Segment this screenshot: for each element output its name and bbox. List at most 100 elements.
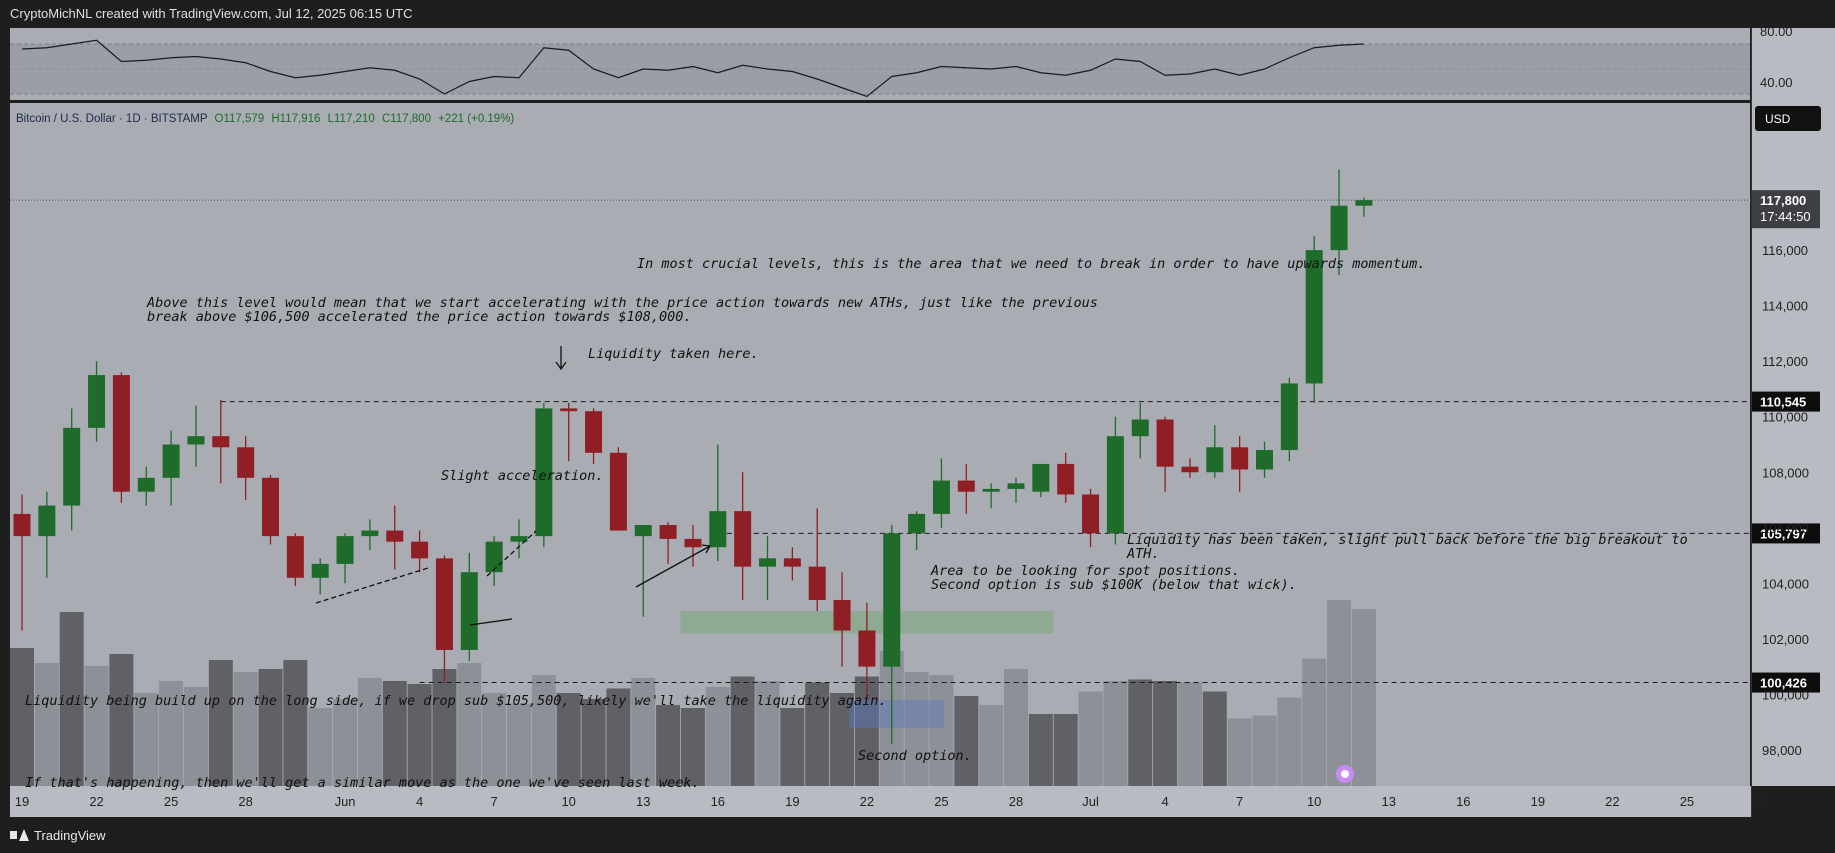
- volume-bar: [1153, 681, 1178, 786]
- footer-brand: TradingView: [34, 827, 106, 843]
- candle-body: [460, 572, 478, 650]
- time-tick-label: 10: [561, 794, 575, 809]
- candle-body: [237, 447, 255, 478]
- trend-line-1: [315, 567, 429, 604]
- level-tag: [1752, 391, 1820, 412]
- candle-body: [1007, 483, 1025, 489]
- candle-body: [510, 536, 528, 542]
- annotation-pullback-line1: Liquidity has been taken, slight pull ba…: [1127, 532, 1688, 548]
- candle-body: [1106, 436, 1124, 534]
- volume-bar: [183, 687, 208, 786]
- volume-bar: [1053, 714, 1078, 786]
- time-tick-label: 10: [1307, 794, 1321, 809]
- candle-body: [1156, 419, 1174, 467]
- volume-bar: [1202, 691, 1227, 786]
- tradingview-logo-icon: [10, 829, 30, 841]
- candle-body: [759, 558, 776, 567]
- time-tick-label: 13: [1382, 794, 1396, 809]
- candle-body: [1082, 494, 1100, 534]
- volume-bar: [432, 669, 457, 786]
- candle-body: [1305, 250, 1323, 384]
- time-tick-label: 16: [711, 794, 725, 809]
- volume-bar: [1227, 718, 1252, 786]
- volume-bar: [780, 708, 805, 786]
- candle-body: [709, 511, 727, 548]
- volume-bar: [954, 696, 979, 786]
- rsi-tick-40: 40.00: [1760, 75, 1793, 90]
- arrow-to-level: [635, 544, 712, 588]
- candle-body: [1231, 447, 1249, 470]
- candle-body: [908, 513, 926, 534]
- last-price-label: 117,800: [1760, 193, 1806, 208]
- volume-bar: [631, 678, 656, 786]
- candle-body: [609, 452, 627, 531]
- symbol-name: Bitcoin / U.S. Dollar · 1D · BITSTAMP: [16, 113, 208, 125]
- candle-body: [883, 533, 901, 667]
- volume-bar: [159, 681, 184, 786]
- time-tick-label: 19: [15, 794, 29, 809]
- candle-body: [1057, 463, 1075, 495]
- left-edge: [0, 28, 10, 817]
- rsi-tick-80: 80.00: [1760, 28, 1793, 39]
- candle-body: [1280, 383, 1298, 451]
- volume-bar: [656, 705, 681, 786]
- time-tick-label: 13: [636, 794, 650, 809]
- annotation-ath-line1: Above this level would mean that we star…: [146, 295, 1098, 311]
- candle-body: [1181, 466, 1199, 473]
- volume-bar: [1177, 682, 1202, 786]
- annotation-spot-line1: Area to be looking for spot positions.: [930, 563, 1240, 579]
- time-tick-label: 22: [1605, 794, 1619, 809]
- ohlc-high: H117,916: [271, 113, 320, 125]
- time-tick-label: Jun: [335, 794, 356, 809]
- annotation-long-liquidity: Liquidity being build up on the long sid…: [25, 693, 887, 709]
- candle-body: [361, 530, 379, 537]
- time-tick-label: 16: [1456, 794, 1470, 809]
- candle-body: [336, 536, 354, 564]
- annotation-liquidity-taken: Liquidity taken here.: [588, 346, 759, 362]
- price-tick-label: 106,000: [1762, 521, 1809, 536]
- candle-body: [734, 511, 752, 567]
- pointer-line: [469, 618, 513, 626]
- candle-body: [13, 513, 31, 537]
- time-tick-label: 4: [416, 794, 423, 809]
- price-tick-label: 108,000: [1762, 465, 1809, 480]
- candle-body: [982, 488, 1000, 492]
- candle-body: [858, 630, 876, 667]
- candle-body: [311, 563, 329, 578]
- volume-bar: [581, 699, 606, 786]
- candle-body: [957, 480, 975, 492]
- volume-bar: [556, 693, 581, 786]
- currency-label: USD: [1765, 112, 1791, 126]
- volume-bar: [134, 693, 159, 786]
- volume-bar: [208, 660, 233, 786]
- volume-bar: [1252, 715, 1277, 786]
- volume-bar: [84, 666, 109, 786]
- time-tick-label: 28: [238, 794, 252, 809]
- time-axis: [10, 786, 1752, 817]
- level-label: 110,545: [1760, 395, 1806, 410]
- price-tick-label: 110,000: [1762, 410, 1808, 425]
- volume-bar: [308, 708, 333, 786]
- currency-button[interactable]: [1755, 106, 1821, 131]
- volume-bar: [1351, 609, 1376, 786]
- volume-bar: [507, 703, 531, 786]
- volume-bar: [1078, 691, 1103, 786]
- volume-bar: [357, 678, 382, 786]
- price-tick-label: 116,000: [1762, 243, 1808, 258]
- rsi-line: [21, 39, 1364, 98]
- candle-body: [1330, 205, 1348, 251]
- volume-bar: [34, 663, 59, 786]
- time-tick-label: 19: [1531, 794, 1545, 809]
- assistant-icon-core: [1341, 770, 1349, 778]
- candle-body: [560, 408, 578, 412]
- candle-body: [1206, 447, 1224, 473]
- volume-bar: [1128, 679, 1153, 786]
- pane-separator: [0, 100, 1835, 103]
- volume-bar: [904, 672, 929, 786]
- candle-body: [411, 541, 429, 559]
- trend-line-2: [486, 530, 537, 577]
- volume-bar: [10, 648, 34, 786]
